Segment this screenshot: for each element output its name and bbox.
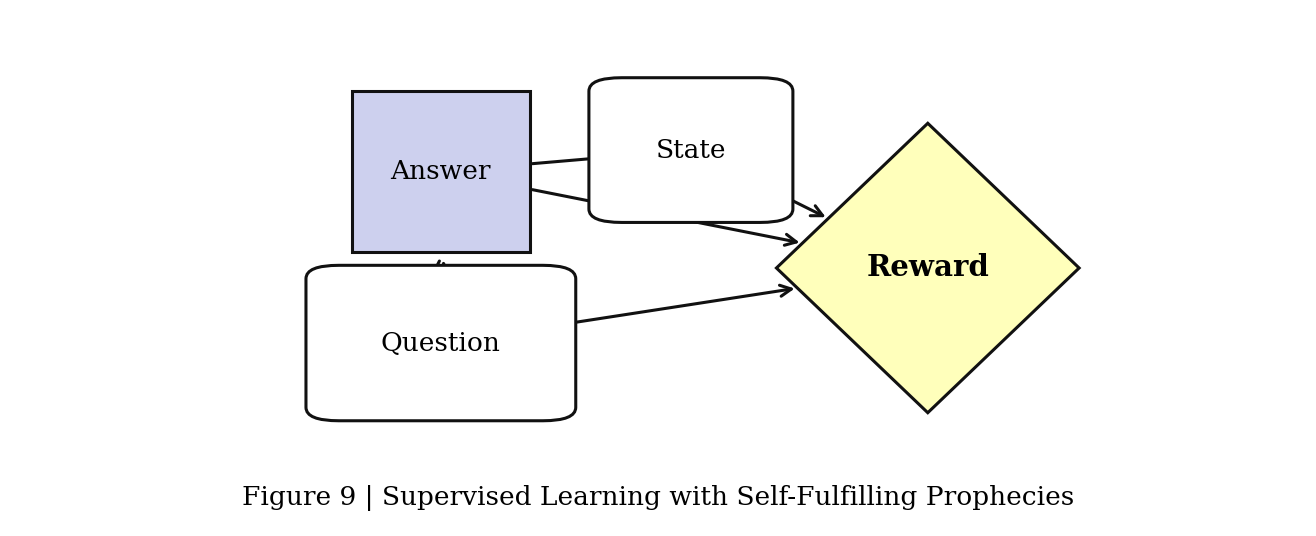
Polygon shape [776, 123, 1079, 413]
Text: Answer: Answer [391, 159, 491, 184]
Text: Figure 9 | Supervised Learning with Self-Fulfilling Prophecies: Figure 9 | Supervised Learning with Self… [242, 486, 1074, 511]
Text: Reward: Reward [866, 254, 990, 282]
FancyBboxPatch shape [353, 91, 529, 252]
Text: State: State [655, 138, 726, 162]
Text: Question: Question [380, 331, 501, 355]
FancyBboxPatch shape [305, 265, 576, 421]
FancyBboxPatch shape [588, 78, 792, 222]
